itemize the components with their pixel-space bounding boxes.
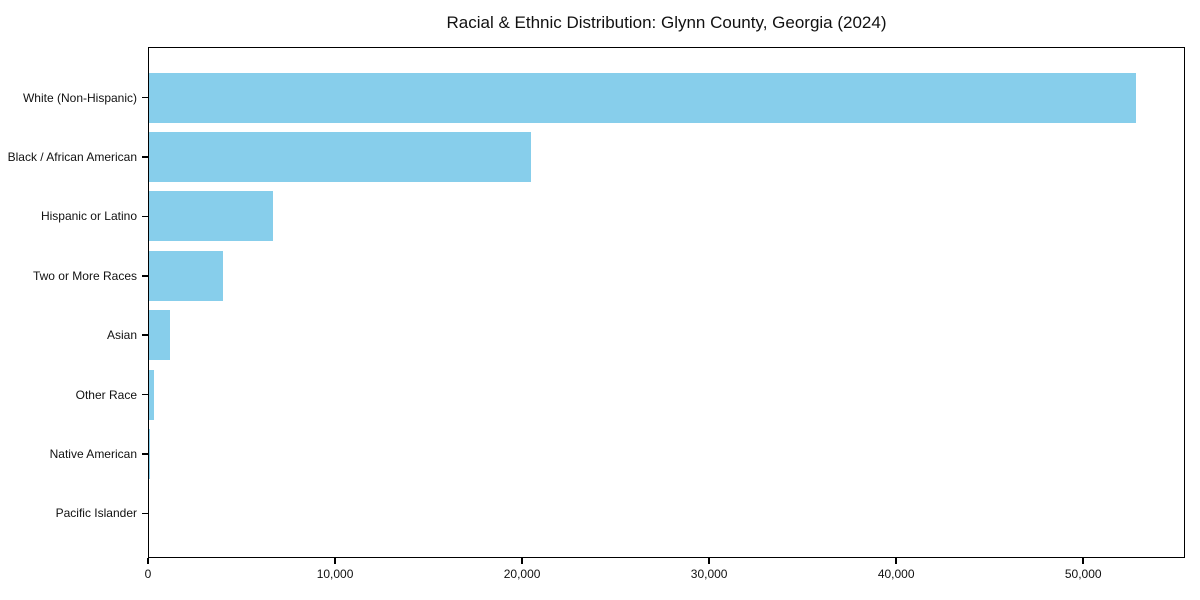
y-tick-label: Asian [106,328,137,343]
bar [149,310,171,361]
x-tick-label: 50,000 [1064,567,1102,581]
bar [149,369,154,420]
bar [149,191,274,242]
bar [149,72,1136,123]
y-tick-label: Native American [49,446,137,461]
y-tick-mark [142,96,148,99]
plot-area [148,47,1185,558]
y-tick-label: Black / African American [7,150,137,165]
y-tick-label: White (Non-Hispanic) [22,90,137,105]
y-tick-label: Two or More Races [32,268,137,283]
bar [149,250,223,301]
x-tick-label: 40,000 [877,567,915,581]
x-tick-label: 30,000 [690,567,728,581]
y-tick-mark [142,275,148,277]
x-tick-mark [334,558,336,564]
y-tick-mark [142,453,148,455]
x-tick-mark [1082,558,1084,564]
y-tick-mark [142,156,148,158]
chart-title: Racial & Ethnic Distribution: Glynn Coun… [446,13,887,32]
x-tick-label: 20,000 [503,567,541,581]
y-tick-label: Pacific Islander [55,506,137,521]
y-tick-mark [142,215,148,218]
x-tick-label: 10,000 [316,567,354,581]
y-tick-mark [142,334,148,336]
bar [149,428,150,479]
bar [149,132,532,183]
x-tick-mark [147,558,149,564]
x-tick-label: 0 [144,567,152,581]
y-tick-label: Hispanic or Latino [40,209,137,224]
x-tick-mark [521,558,523,564]
x-tick-mark [708,558,710,564]
x-tick-mark [895,558,897,564]
y-tick-mark [142,512,148,515]
y-tick-label: Other Race [75,387,137,402]
y-tick-mark [142,393,148,396]
